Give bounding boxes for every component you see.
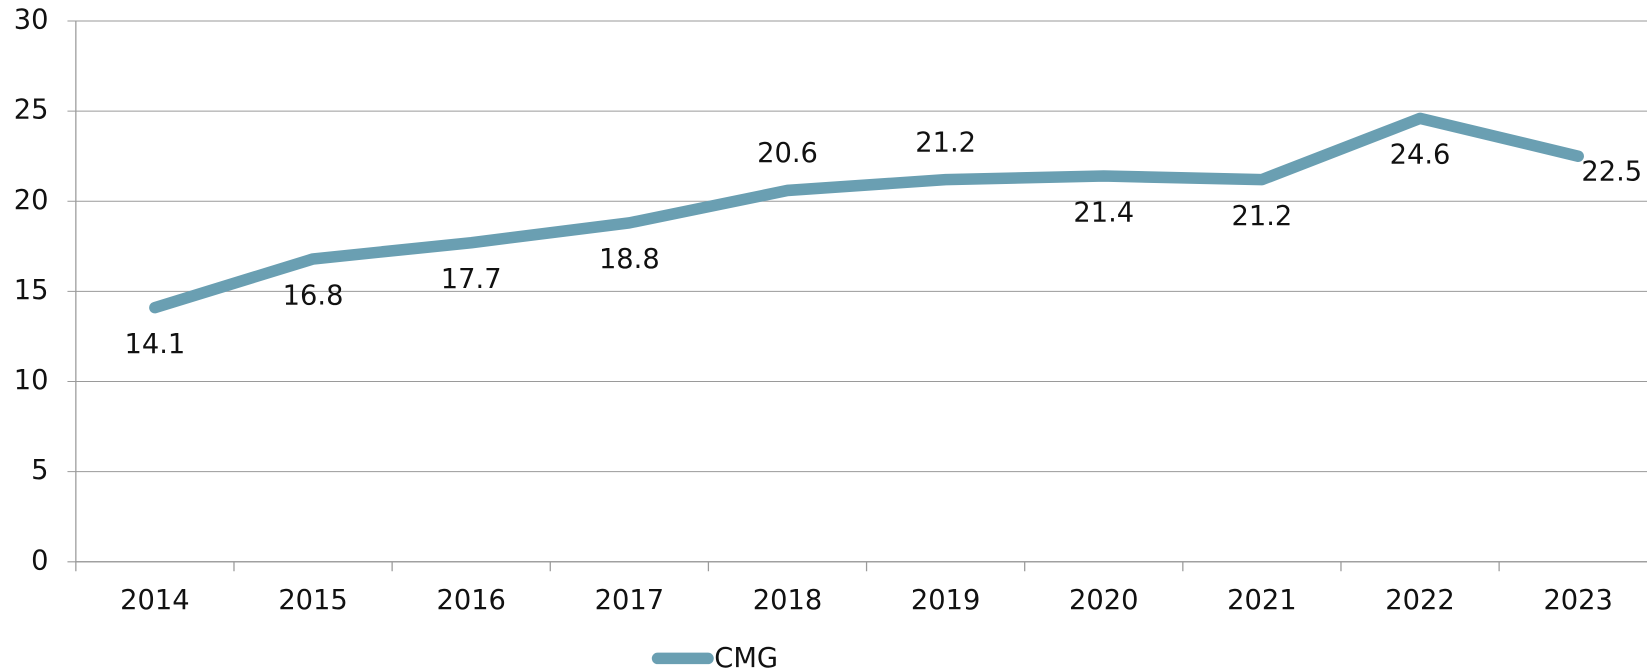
y-tick-label: 10 bbox=[14, 365, 49, 396]
x-tick-label: 2014 bbox=[120, 585, 189, 616]
x-tick-label: 2022 bbox=[1385, 585, 1454, 616]
data-label: 21.2 bbox=[1232, 201, 1293, 232]
x-tick-label: 2019 bbox=[911, 585, 980, 616]
x-tick-label: 2017 bbox=[595, 585, 664, 616]
data-label: 21.2 bbox=[915, 127, 976, 158]
x-tick-label: 2023 bbox=[1543, 585, 1612, 616]
data-label: 14.1 bbox=[125, 329, 186, 360]
data-label: 20.6 bbox=[757, 138, 818, 169]
y-tick-label: 15 bbox=[14, 275, 49, 306]
data-label: 24.6 bbox=[1390, 140, 1451, 171]
x-tick-label: 2021 bbox=[1227, 585, 1296, 616]
x-tick-label: 2016 bbox=[436, 585, 505, 616]
legend-label: CMG bbox=[714, 643, 778, 671]
data-label: 17.7 bbox=[441, 264, 502, 295]
data-label: 18.8 bbox=[599, 244, 660, 275]
y-tick-label: 25 bbox=[14, 95, 49, 126]
data-label: 16.8 bbox=[283, 280, 344, 311]
x-tick-label: 2018 bbox=[753, 585, 822, 616]
x-tick-label: 2020 bbox=[1069, 585, 1138, 616]
line-series bbox=[149, 112, 1584, 314]
y-tick-label: 0 bbox=[31, 545, 48, 576]
x-tick-label: 2015 bbox=[278, 585, 347, 616]
y-tick-label: 5 bbox=[31, 455, 48, 486]
data-label: 22.5 bbox=[1581, 157, 1642, 188]
y-tick-label: 20 bbox=[14, 185, 49, 216]
data-label: 21.4 bbox=[1073, 197, 1134, 228]
y-tick-label: 30 bbox=[14, 5, 49, 36]
